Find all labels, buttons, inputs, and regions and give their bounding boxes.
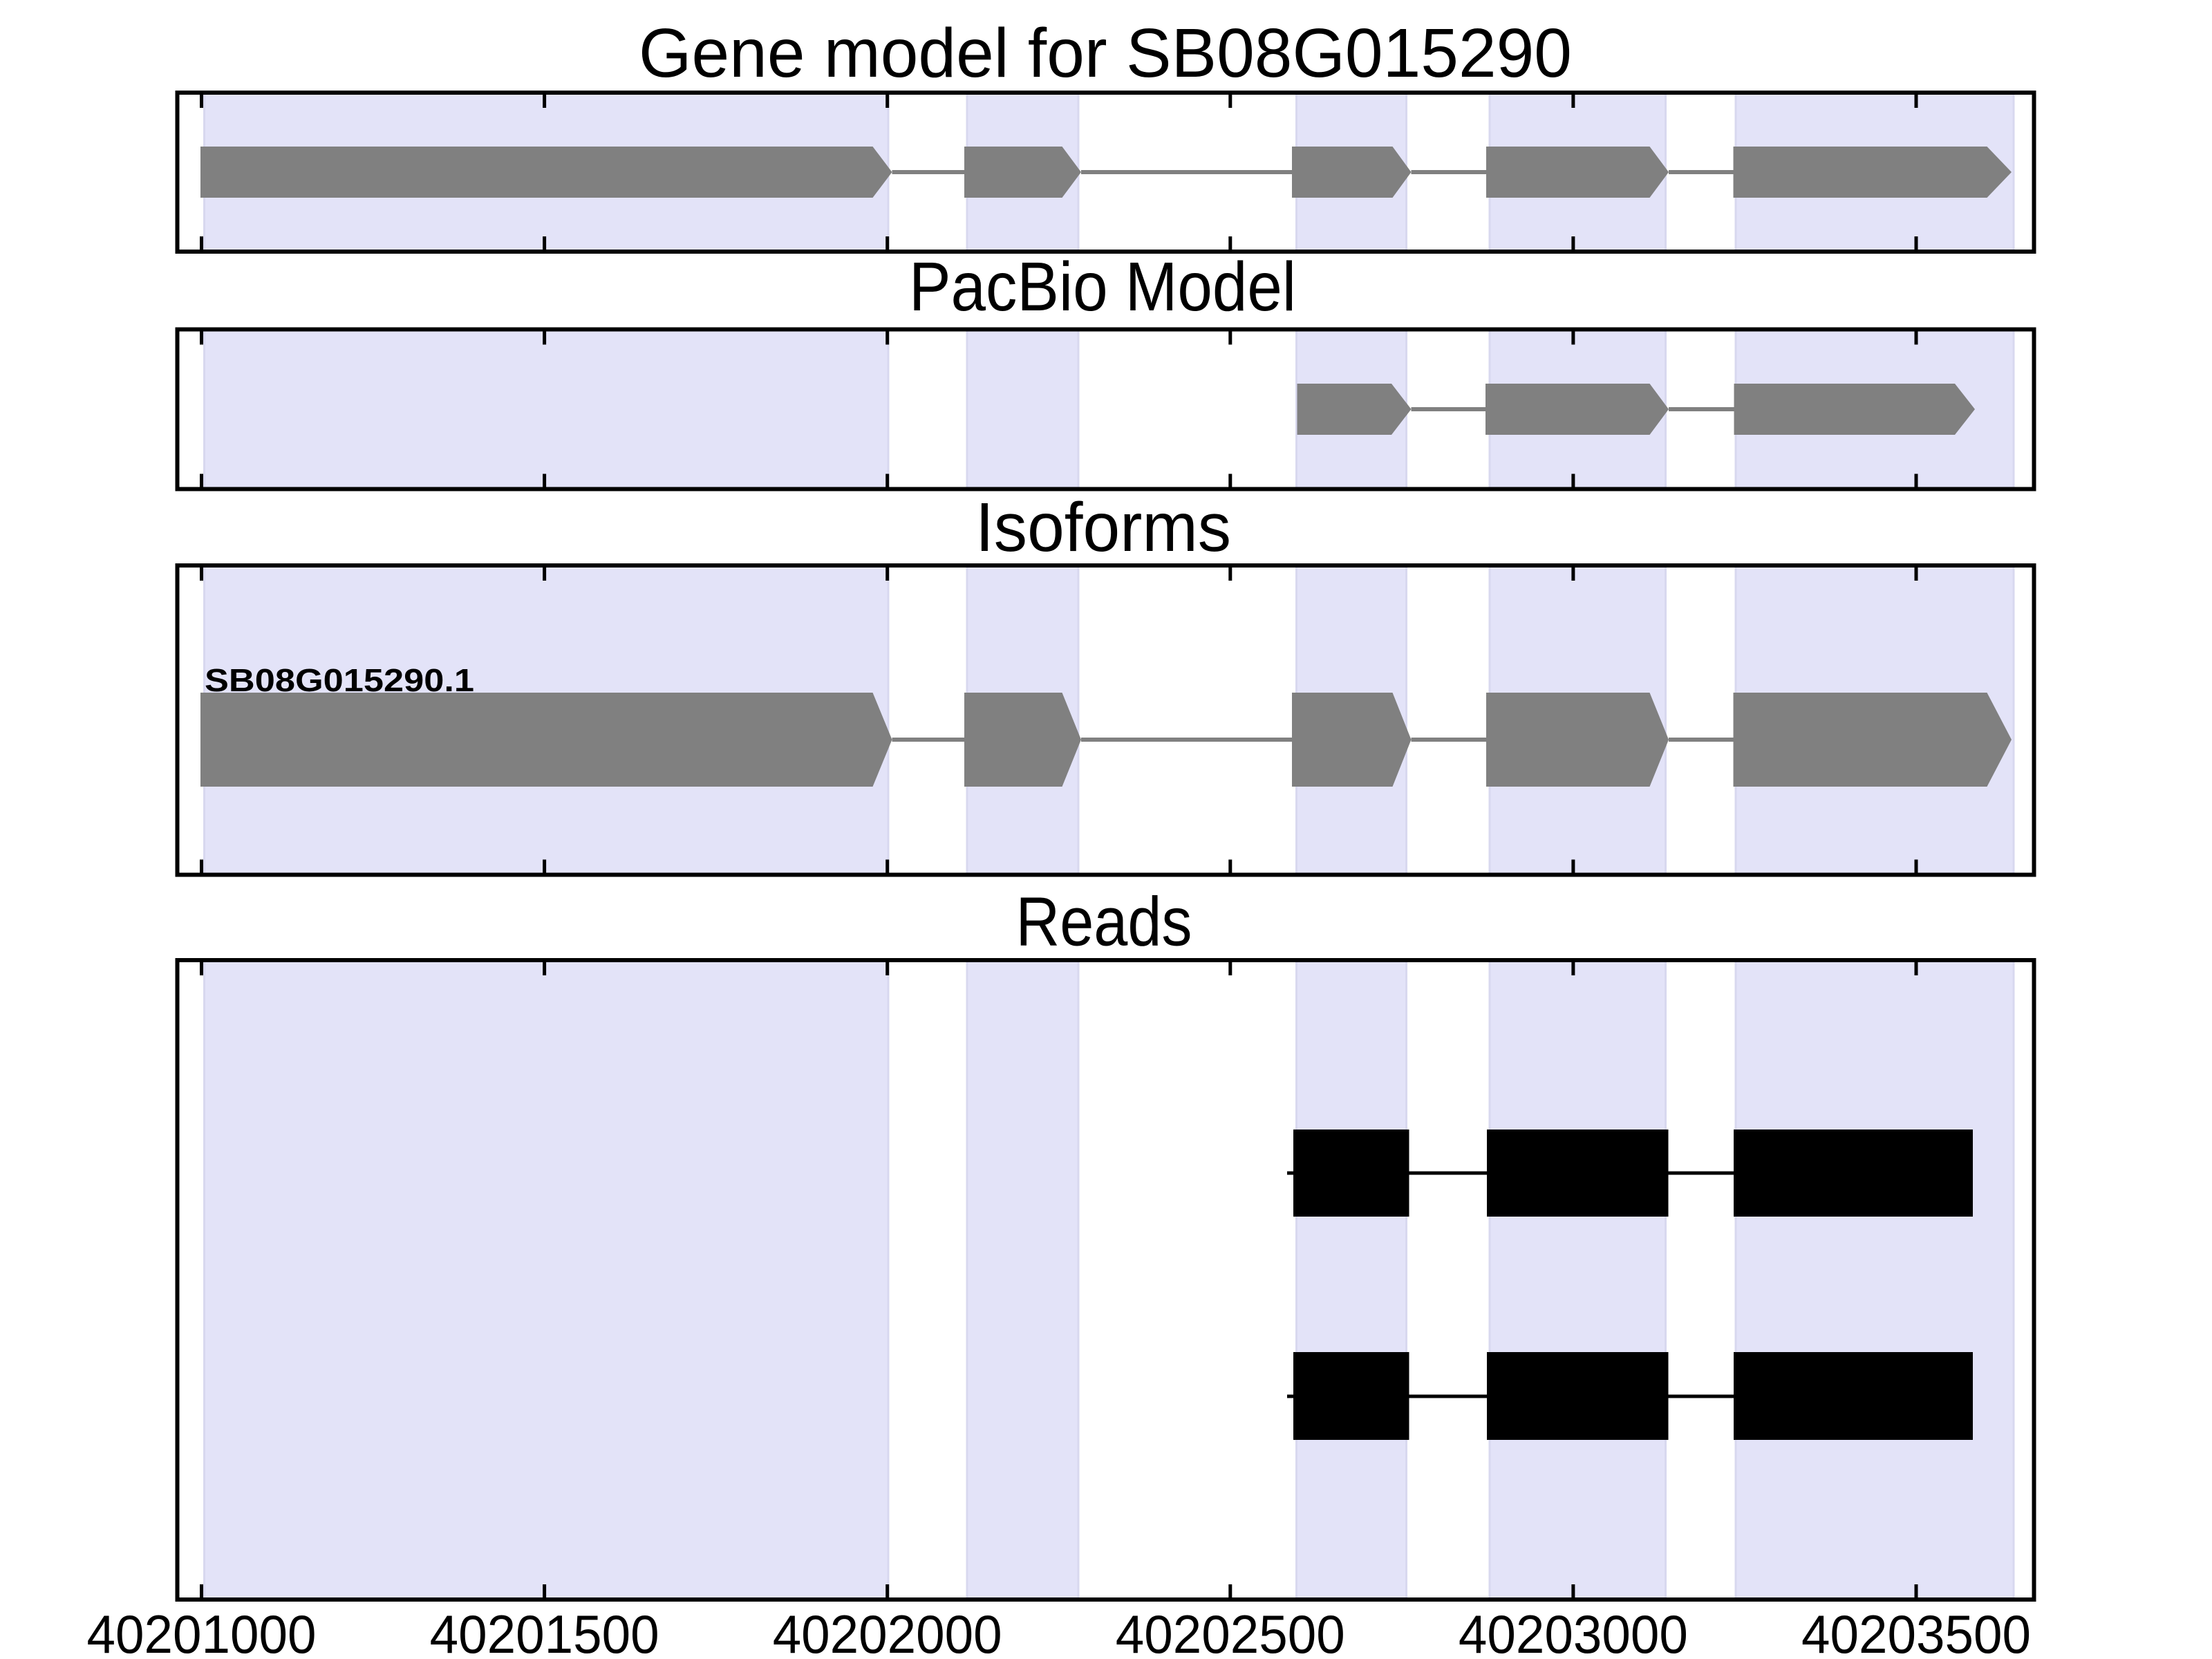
- svg-text:Reads: Reads: [1016, 883, 1192, 961]
- svg-text:40203000: 40203000: [1459, 1604, 1688, 1659]
- svg-text:PacBio Model: PacBio Model: [909, 248, 1296, 326]
- svg-text:40202500: 40202500: [1116, 1604, 1345, 1659]
- svg-text:40202000: 40202000: [773, 1604, 1002, 1659]
- svg-text:Isoforms: Isoforms: [975, 489, 1231, 566]
- svg-text:SB08G015290.1: SB08G015290.1: [205, 662, 474, 698]
- svg-text:Gene model for SB08G015290: Gene model for SB08G015290: [639, 15, 1572, 92]
- svg-text:40201000: 40201000: [87, 1604, 317, 1659]
- svg-text:40201500: 40201500: [430, 1604, 659, 1659]
- svg-text:40203500: 40203500: [1801, 1604, 2031, 1659]
